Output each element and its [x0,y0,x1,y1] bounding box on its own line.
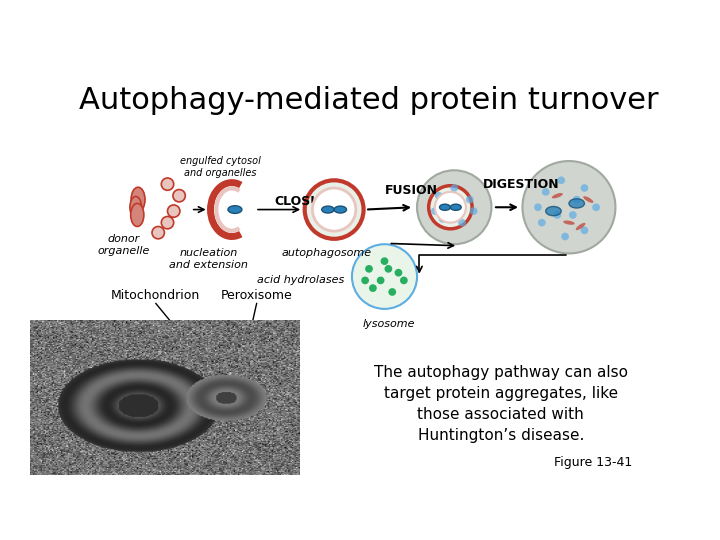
Ellipse shape [552,193,563,198]
Circle shape [173,190,185,202]
Circle shape [381,257,388,265]
Text: DIGESTION: DIGESTION [483,178,560,191]
Circle shape [554,211,561,219]
Circle shape [168,205,180,217]
Circle shape [446,207,454,215]
Circle shape [557,177,565,184]
Circle shape [388,288,396,296]
Text: engulfed cytosol
and organelles: engulfed cytosol and organelles [180,157,261,178]
Ellipse shape [563,220,575,225]
Text: Autophagy-mediated protein turnover: Autophagy-mediated protein turnover [79,86,659,116]
Circle shape [438,215,446,222]
Circle shape [523,161,616,253]
Ellipse shape [546,206,561,215]
Circle shape [305,180,364,239]
Circle shape [428,186,472,229]
Ellipse shape [576,223,585,230]
Circle shape [534,204,542,211]
Circle shape [395,269,402,276]
Ellipse shape [334,206,346,213]
Circle shape [365,265,373,273]
Circle shape [458,219,466,226]
Circle shape [369,284,377,292]
Text: Figure 13-41: Figure 13-41 [554,456,632,469]
Text: Mitochondrion: Mitochondrion [112,289,200,302]
Circle shape [561,233,569,240]
Circle shape [361,276,369,284]
Text: autophagosome: autophagosome [282,248,372,258]
Text: acid hydrolases: acid hydrolases [257,275,344,286]
Text: nucleation
and extension: nucleation and extension [169,248,248,269]
Text: lysosome: lysosome [362,319,415,329]
Circle shape [400,276,408,284]
Circle shape [469,207,477,215]
Ellipse shape [131,204,144,226]
Circle shape [431,207,438,215]
Ellipse shape [583,196,593,203]
Circle shape [384,265,392,273]
Circle shape [593,204,600,211]
Circle shape [352,244,417,309]
Circle shape [377,276,384,284]
Text: 1 μm: 1 μm [190,448,226,462]
Text: donor
organelle: donor organelle [98,234,150,256]
Circle shape [580,184,588,192]
Circle shape [435,192,443,200]
Text: Peroxisome: Peroxisome [221,289,292,302]
Circle shape [466,195,474,204]
Circle shape [451,184,458,192]
Circle shape [569,211,577,219]
Circle shape [542,188,549,195]
Text: FUSION: FUSION [385,184,438,197]
Ellipse shape [228,206,242,213]
Text: CLOSURE: CLOSURE [275,195,339,208]
Ellipse shape [131,187,145,212]
Circle shape [152,226,164,239]
Circle shape [435,192,466,222]
Circle shape [573,195,580,204]
Ellipse shape [439,204,451,210]
Ellipse shape [130,197,142,218]
Circle shape [161,178,174,190]
Ellipse shape [451,204,462,210]
Circle shape [538,219,546,226]
Circle shape [580,226,588,234]
Circle shape [312,188,356,231]
Ellipse shape [322,206,334,213]
Circle shape [161,217,174,229]
Circle shape [417,170,492,244]
Ellipse shape [569,199,585,208]
Text: The autophagy pathway can also
target protein aggregates, like
those associated : The autophagy pathway can also target pr… [374,365,628,443]
